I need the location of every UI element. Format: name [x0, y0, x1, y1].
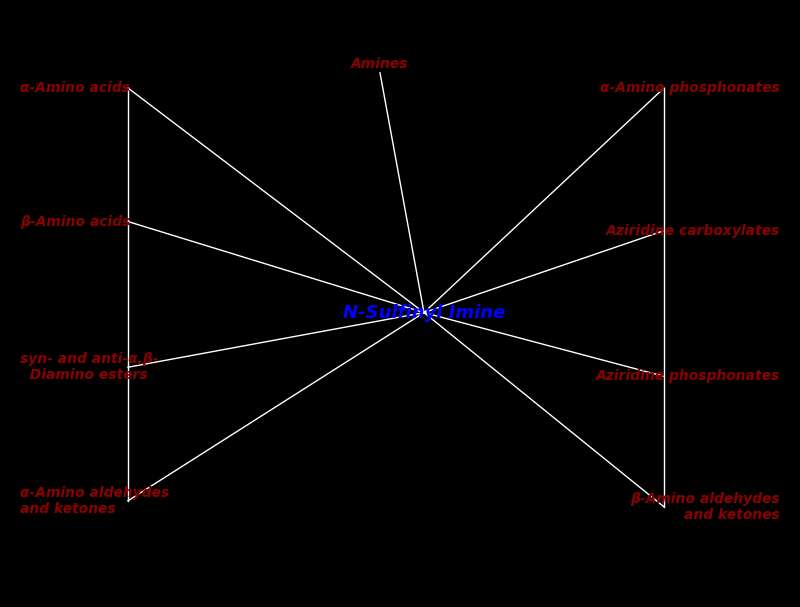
Text: syn- and anti-α,β-
  Diamino esters: syn- and anti-α,β- Diamino esters — [20, 352, 158, 382]
Text: α-Amino acids: α-Amino acids — [20, 81, 130, 95]
Text: β-Amino acids: β-Amino acids — [20, 214, 130, 229]
Text: α-Amino aldehydes
and ketones: α-Amino aldehydes and ketones — [20, 486, 170, 516]
Text: Aziridine phosphonates: Aziridine phosphonates — [596, 369, 780, 384]
Text: Amines: Amines — [351, 56, 409, 71]
Text: β-Amino aldehydes
and ketones: β-Amino aldehydes and ketones — [630, 492, 780, 522]
Text: α-Amino phosphonates: α-Amino phosphonates — [600, 81, 780, 95]
Text: Aziridine carboxylates: Aziridine carboxylates — [606, 223, 780, 238]
Text: N-Sulfinyl Imine: N-Sulfinyl Imine — [343, 304, 505, 322]
